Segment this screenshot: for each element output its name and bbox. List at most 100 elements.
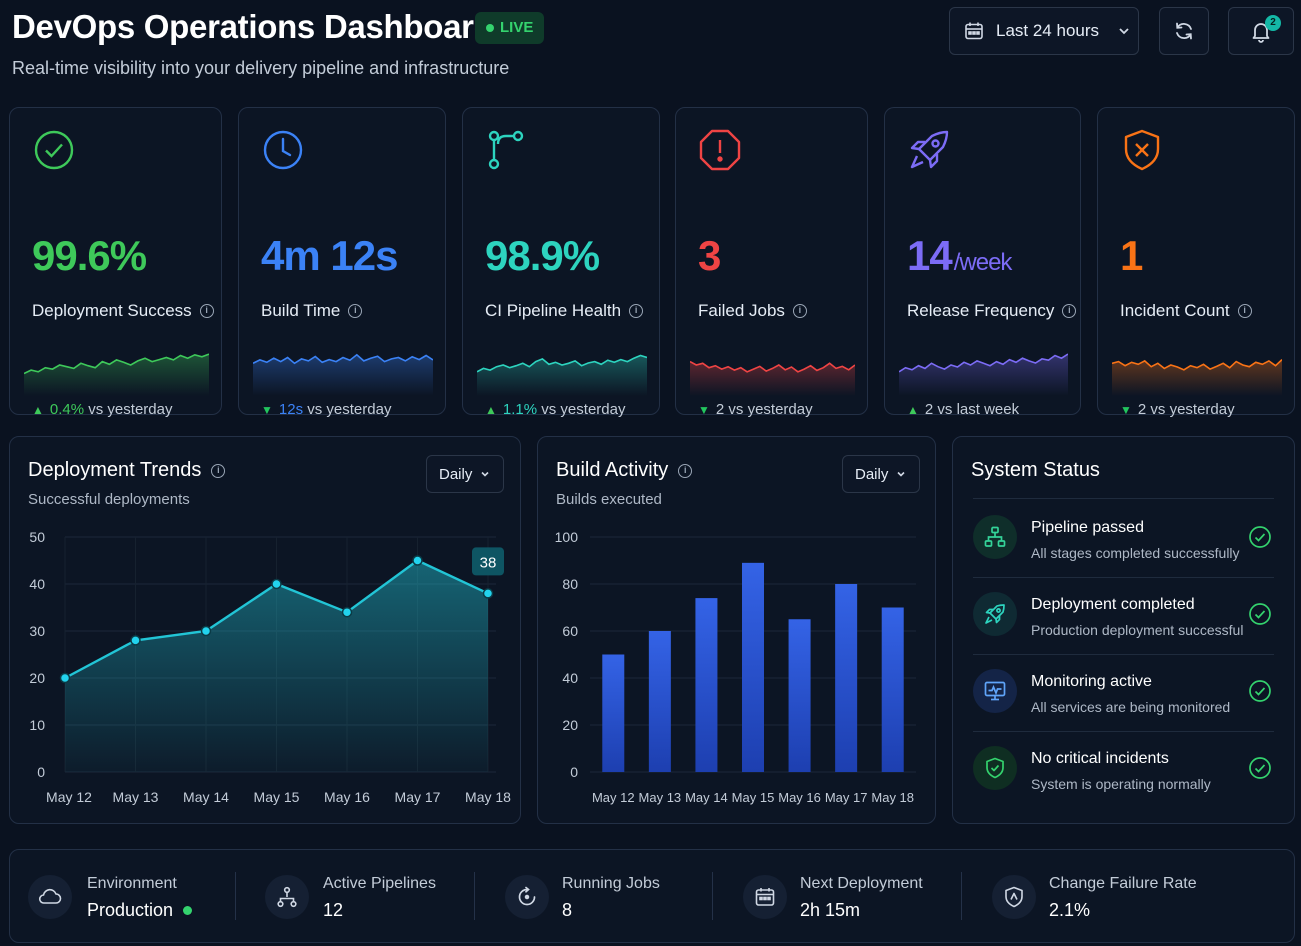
y-tick-label: 60	[562, 623, 578, 639]
y-tick-label: 40	[562, 670, 578, 686]
bar	[648, 631, 671, 772]
status-desc: System is operating normally	[1031, 776, 1211, 792]
kpi-label-row: Release Frequency i	[907, 301, 1077, 321]
kpi-sparkline	[690, 360, 855, 396]
x-tick-label: May 15	[732, 790, 775, 805]
data-point	[130, 635, 141, 646]
x-tick-label: May 13	[639, 790, 682, 805]
rocket-icon	[973, 592, 1017, 636]
bar	[695, 598, 718, 772]
kpi-unit: /week	[953, 249, 1013, 276]
notifications-button[interactable]: 2	[1228, 7, 1294, 55]
kpi-card-deployment-success[interactable]: Deployment Success i 99.6% ▲ 0.4% vs yesterd…	[9, 107, 222, 418]
kpi-label: Deployment Success	[32, 301, 192, 320]
kpi-delta-change: 0.4%	[49, 401, 85, 418]
live-label: LIVE	[500, 19, 534, 36]
kpi-delta: ▲ 1.1% vs yesterday	[485, 401, 625, 418]
sparkline-area	[253, 354, 433, 396]
footer-value: 2.1%	[1049, 900, 1091, 920]
calendar-icon	[965, 22, 983, 40]
status-item-incidents[interactable]: No critical incidents System is operatin…	[973, 732, 1274, 808]
deployment-trends-subtitle: Successful deployments	[28, 491, 190, 508]
y-tick-label: 0	[37, 764, 45, 780]
kpi-value-row: 14/week	[907, 232, 1013, 280]
data-point	[341, 606, 353, 618]
page-title: DevOps Operations Dashboard	[12, 8, 494, 45]
info-icon[interactable]: i	[1237, 304, 1252, 318]
footer-item-pipelines: Active Pipelines 12	[265, 850, 436, 944]
info-icon[interactable]: i	[1062, 304, 1077, 318]
sparkline-area	[690, 361, 855, 396]
info-icon[interactable]: i	[792, 304, 807, 318]
kpi-value: 98.9%	[485, 232, 600, 279]
y-tick-label: 20	[562, 717, 578, 733]
kpi-delta-text: 2 vs yesterday	[1137, 401, 1235, 418]
kpi-sparkline	[24, 353, 209, 396]
kpi-card-incident-count[interactable]: Incident Count i 1 ▼ 2 vs yesterday	[1097, 107, 1295, 418]
check-circle-icon	[1249, 526, 1271, 548]
status-item-pipeline[interactable]: Pipeline passed All stages completed suc…	[973, 501, 1274, 577]
sparkline-area	[477, 355, 647, 396]
build-activity-period-dropdown[interactable]: Daily	[842, 455, 920, 493]
build-activity-title: Build Activity	[556, 459, 669, 481]
footer-label: Next Deployment	[800, 875, 923, 892]
kpi-value: 1	[1120, 232, 1143, 279]
spinner-icon	[505, 875, 549, 919]
status-title: Deployment completed	[1031, 596, 1195, 613]
check-circle-icon	[32, 128, 76, 172]
kpi-label-row: Build Time i	[261, 301, 363, 321]
point-tooltip	[472, 547, 504, 576]
kpi-sparkline	[899, 353, 1068, 396]
triangle-up-icon: ▲	[485, 403, 497, 417]
divider	[474, 872, 475, 920]
info-icon[interactable]: i	[211, 463, 226, 478]
footer-label: Running Jobs	[562, 875, 660, 892]
x-tick-label: May 14	[685, 790, 728, 805]
kpi-card-failed-jobs[interactable]: Failed Jobs i 3 ▼ 2 vs yesterday	[675, 107, 868, 418]
divider	[235, 872, 236, 920]
bar	[602, 654, 625, 772]
page-subtitle: Real-time visibility into your delivery …	[12, 58, 510, 78]
kpi-delta: ▼ 2 vs yesterday	[1120, 401, 1235, 418]
y-tick-label: 0	[570, 764, 578, 780]
footer-value: Production	[87, 900, 174, 920]
footer-item-change-failure-rate: Change Failure Rate 2.1%	[992, 850, 1197, 944]
kpi-card-release-frequency[interactable]: Release Frequency i 14/week ▲ 2 vs last week	[884, 107, 1081, 418]
live-dot-icon	[486, 24, 494, 32]
bar	[881, 607, 904, 772]
info-icon[interactable]: i	[629, 304, 644, 318]
period-label: Daily	[855, 465, 889, 483]
footer-label: Change Failure Rate	[1049, 875, 1197, 892]
triangle-down-icon: ▼	[1120, 403, 1132, 417]
info-icon[interactable]: i	[678, 463, 693, 478]
divider	[973, 498, 1274, 499]
info-icon[interactable]: i	[348, 304, 363, 318]
data-point	[482, 588, 494, 599]
kpi-value-row: 99.6%	[32, 232, 147, 280]
kpi-card-ci-pipeline-health[interactable]: CI Pipeline Health i 98.9% ▲ 1.1% vs yesterd…	[462, 107, 660, 418]
footer-value: 12	[323, 900, 344, 920]
pipeline-icon	[973, 515, 1017, 559]
build-activity-title-row: Build Activity i	[556, 459, 693, 482]
build-activity-panel: Build Activity i Builds executed Daily 0…	[537, 436, 936, 824]
footer-item-next-deployment: Next Deployment 2h 15m	[743, 850, 923, 944]
time-range-dropdown[interactable]: Last 24 hours	[949, 7, 1139, 55]
bar	[788, 619, 811, 772]
footer-stats-bar: Environment Production Active Pipelines …	[9, 849, 1295, 943]
info-icon[interactable]: i	[199, 304, 214, 318]
deployment-trends-period-dropdown[interactable]: Daily	[426, 455, 504, 493]
kpi-card-build-time[interactable]: Build Time i 4m 12s ▼ 12s vs yesterday	[238, 107, 446, 418]
refresh-button[interactable]	[1159, 7, 1209, 55]
x-tick-label: May 12	[592, 790, 635, 805]
sparkline-line	[253, 353, 433, 365]
kpi-delta-change: 1.1%	[502, 401, 538, 418]
kpi-delta-text: vs yesterday	[84, 401, 173, 418]
status-item-monitoring[interactable]: Monitoring active All services are being…	[973, 655, 1274, 731]
status-desc: Production deployment successful	[1031, 622, 1244, 638]
git-branch-icon	[485, 128, 529, 172]
divider	[961, 872, 962, 920]
status-item-deployment[interactable]: Deployment completed Production deployme…	[973, 578, 1274, 654]
footer-item-environment: Environment Production	[28, 850, 193, 944]
footer-value: 8	[562, 900, 573, 920]
footer-value: 2h 15m	[800, 900, 861, 920]
